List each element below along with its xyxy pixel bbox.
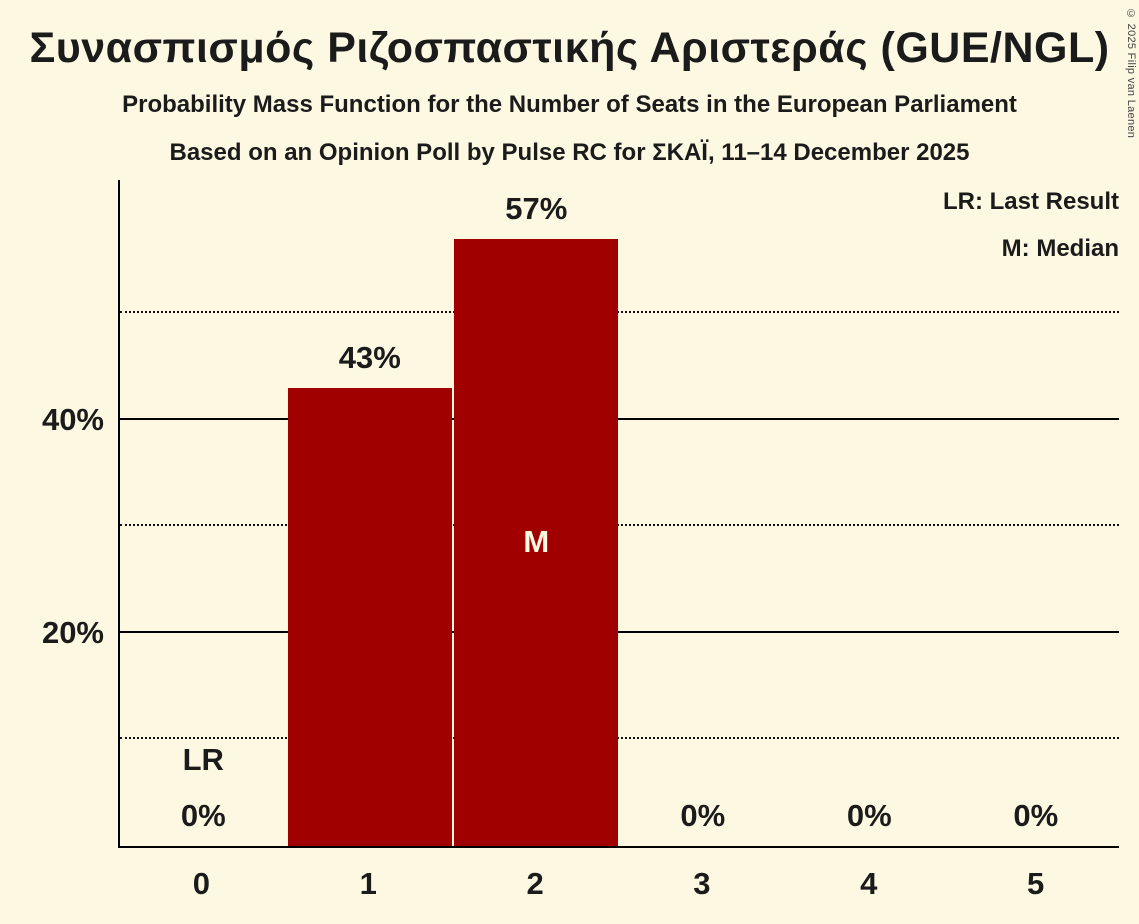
x-axis-labels: 0 1 2 3 4 5 [118, 864, 1119, 916]
x-tick-label: 1 [359, 866, 377, 901]
legend-last-result: LR: Last Result [942, 188, 1119, 215]
x-tick-label: 5 [1026, 866, 1045, 901]
chart-title: Συνασπισμός Ριζοσπαστικής Αριστεράς (GUE… [29, 24, 1110, 72]
bar-1 [287, 387, 452, 846]
x-tick-label: 0 [192, 866, 211, 901]
x-tick-label: 2 [526, 866, 544, 901]
chart-subtitle: Probability Mass Function for the Number… [122, 91, 1017, 118]
chart-legend: LR: Last Result M: Median [943, 178, 1119, 272]
gridline-solid [120, 630, 1119, 633]
bar-value-label: 0% [1013, 798, 1059, 833]
gridline-dotted [120, 311, 1119, 314]
bar-value-label: 0% [680, 798, 726, 833]
x-tick-label: 4 [860, 866, 878, 901]
y-tick-label: 20% [41, 614, 104, 650]
legend-median: M: Median [1001, 235, 1119, 262]
bar-2 [454, 238, 619, 846]
y-tick-label: 40% [41, 401, 104, 437]
gridline-solid [120, 417, 1119, 420]
bar-value-label: 57% [505, 190, 568, 226]
chart-poll-info: Based on an Opinion Poll by Pulse RC for… [169, 139, 970, 166]
gridline-dotted [120, 524, 1119, 527]
bar-value-label: 0% [180, 798, 226, 833]
bar-value-label: 0% [846, 798, 892, 833]
median-marker: M [523, 524, 550, 560]
gridline-dotted [120, 737, 1119, 740]
plot-area: 20% 40% 0% LR 43% 57% M 0% 0% 0% [42, 180, 1119, 848]
x-tick-label: 3 [693, 866, 711, 901]
last-result-marker: LR [182, 742, 224, 777]
copyright-notice: © 2025 Filip van Laenen [1125, 8, 1137, 139]
bar-value-label: 43% [338, 339, 401, 375]
